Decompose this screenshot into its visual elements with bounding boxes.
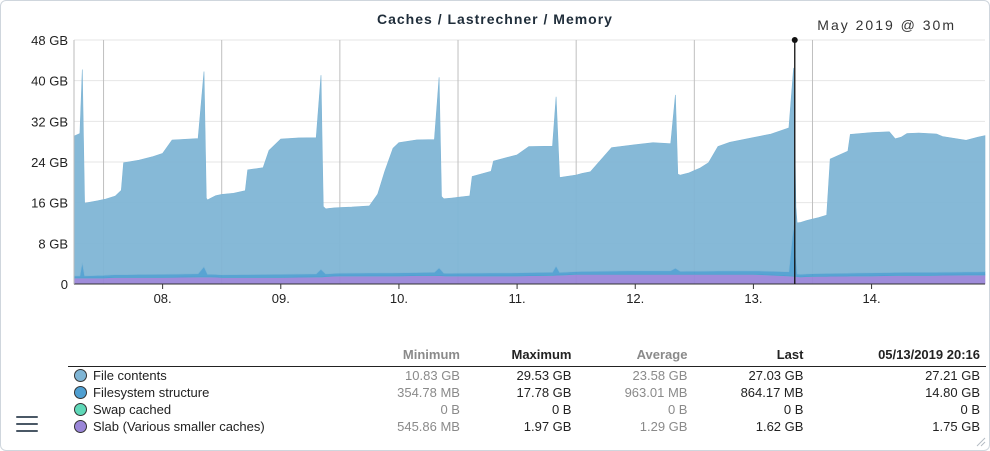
legend-at-cursor: 27.21 GB (925, 368, 980, 383)
x-tick-label: 13. (744, 291, 762, 306)
y-tick-label: 8 GB (38, 236, 68, 251)
memory-area-chart[interactable]: 0 8 GB 16 GB 24 GB 32 GB 40 GB 48 GB 08. 09. 10. 1… (0, 0, 990, 340)
legend-header-row: Minimum Maximum Average Last 05/13/2019 … (68, 344, 986, 367)
legend-avg: 23.58 GB (632, 368, 688, 383)
legend-header-minimum: Minimum (350, 344, 466, 367)
x-tick-label: 12. (626, 291, 644, 306)
area-file-contents (73, 67, 986, 277)
legend-row-slab[interactable]: Slab (Various smaller caches) 545.86 MB … (68, 418, 986, 435)
legend-last: 0 B (783, 402, 804, 417)
legend-min: 10.83 GB (405, 368, 460, 383)
legend-at-cursor: 0 B (960, 402, 980, 417)
swap-cached-swatch-icon (74, 403, 87, 416)
legend-avg: 1.29 GB (639, 419, 688, 434)
slab-swatch-icon (74, 420, 87, 433)
hamburger-menu-icon[interactable] (16, 416, 38, 432)
file-contents-swatch-icon (74, 369, 87, 382)
y-tick-label: 48 GB (31, 33, 68, 48)
legend-row-swap-cached[interactable]: Swap cached 0 B 0 B 0 B 0 B 0 B (68, 401, 986, 418)
y-tick-label: 32 GB (31, 114, 68, 129)
legend-avg: 0 B (667, 402, 688, 417)
legend-last: 864.17 MB (740, 385, 804, 400)
legend-last: 27.03 GB (748, 368, 804, 383)
legend-at-cursor: 14.80 GB (925, 385, 980, 400)
y-tick-label: 40 GB (31, 74, 68, 89)
legend-label: Filesystem structure (93, 385, 210, 400)
legend-max: 0 B (551, 402, 572, 417)
legend-name-cell: File contents (68, 367, 350, 385)
y-tick-label: 24 GB (31, 155, 68, 170)
x-tick-label: 10. (390, 291, 408, 306)
legend-header-average: Average (577, 344, 694, 367)
legend-max: 29.53 GB (516, 368, 572, 383)
y-tick-label: 16 GB (31, 196, 68, 211)
x-tick-label: 09. (272, 291, 290, 306)
legend-min: 545.86 MB (397, 419, 460, 434)
legend-row-filesystem-structure[interactable]: Filesystem structure 354.78 MB 17.78 GB … (68, 384, 986, 401)
legend-header-name (68, 344, 350, 367)
filesystem-structure-swatch-icon (74, 386, 87, 399)
graph-title: Caches / Lastrechner / Memory (377, 11, 613, 27)
legend-label: Swap cached (93, 402, 172, 417)
legend-name-cell: Slab (Various smaller caches) (68, 418, 350, 435)
legend-max: 17.78 GB (516, 385, 572, 400)
y-tick-label: 0 (61, 277, 68, 292)
time-range-label[interactable]: May 2019 @ 30m (817, 17, 956, 33)
time-cursor-handle (791, 37, 798, 43)
legend-label: Slab (Various smaller caches) (93, 419, 265, 434)
legend-table: Minimum Maximum Average Last 05/13/2019 … (68, 344, 986, 435)
resize-handle-icon[interactable] (974, 435, 986, 447)
legend-name-cell: Filesystem structure (68, 384, 350, 401)
x-tick-label: 11. (509, 291, 526, 306)
legend-header-timestamp: 05/13/2019 20:16 (809, 344, 986, 367)
legend-min: 0 B (440, 402, 460, 417)
legend-avg: 963.01 MB (624, 385, 688, 400)
legend-max: 1.97 GB (523, 419, 572, 434)
x-tick-label: 14. (863, 291, 881, 306)
legend-row-file-contents[interactable]: File contents 10.83 GB 29.53 GB 23.58 GB… (68, 367, 986, 385)
legend-label: File contents (93, 368, 167, 383)
legend-header-maximum: Maximum (465, 344, 578, 367)
legend-header-last: Last (693, 344, 810, 367)
legend-at-cursor: 1.75 GB (932, 419, 980, 434)
legend-min: 354.78 MB (397, 385, 460, 400)
legend-name-cell: Swap cached (68, 401, 350, 418)
x-tick-label: 08. (154, 291, 172, 306)
legend-last: 1.62 GB (755, 419, 804, 434)
